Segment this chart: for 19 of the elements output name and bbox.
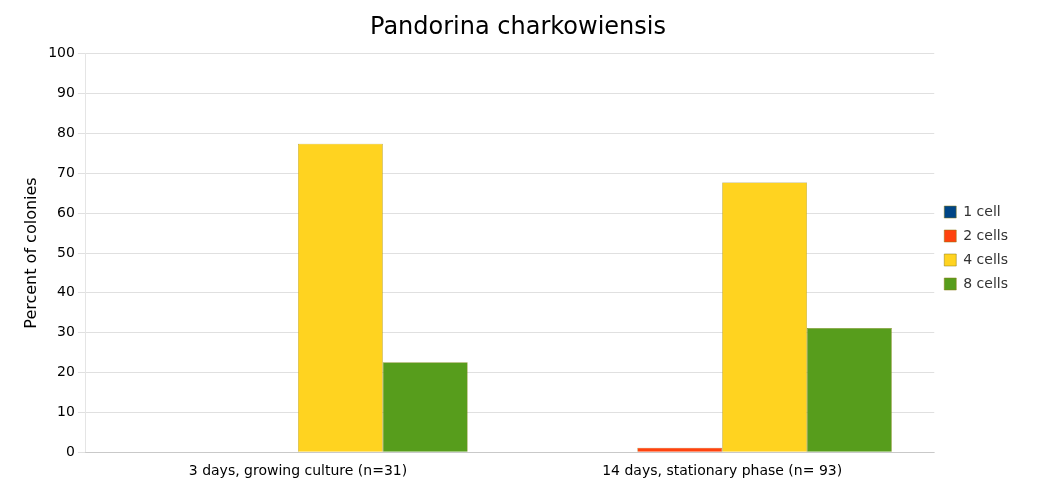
y-tick-label: 40 <box>57 283 75 300</box>
y-tick-label: 20 <box>57 363 75 380</box>
legend-label: 4 cells <box>963 250 1009 267</box>
y-axis-title: Percent of colonies <box>20 177 40 329</box>
y-tick-label: 0 <box>66 442 75 459</box>
y-tick-label: 100 <box>48 44 75 61</box>
legend-label: 8 cells <box>963 274 1009 291</box>
x-tick-label: 14 days, stationary phase (n= 93) <box>602 462 843 479</box>
y-tick-label: 70 <box>57 163 75 180</box>
y-tick-label: 30 <box>57 323 75 340</box>
legend-label: 1 cell <box>963 202 1001 219</box>
y-tick-label: 60 <box>57 203 75 220</box>
y-tick-label: 80 <box>57 124 75 141</box>
y-tick-label: 50 <box>57 243 75 260</box>
y-tick-label: 90 <box>57 84 75 101</box>
chart-title: Pandorina charkowiensis <box>370 11 666 40</box>
legend-label: 2 cells <box>963 226 1009 243</box>
x-tick-label: 3 days, growing culture (n=31) <box>188 462 408 479</box>
y-tick-label: 10 <box>57 403 75 419</box>
